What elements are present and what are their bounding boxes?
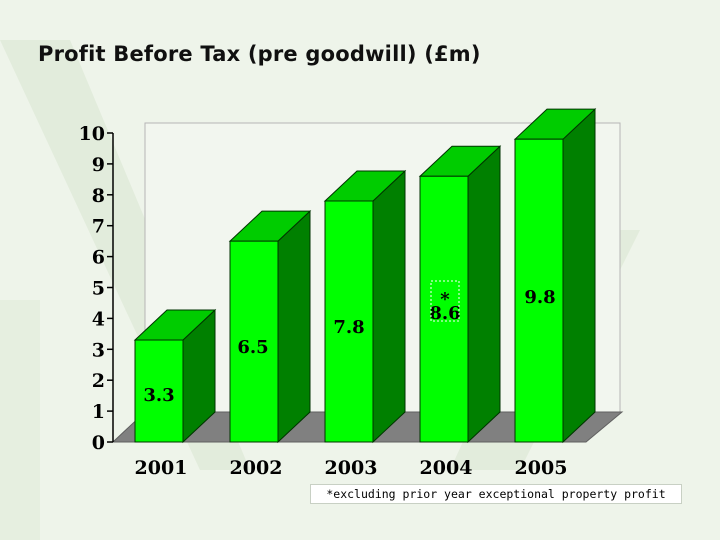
chart-labels: 2001 2002 2003 2004 2005 3.3 6.5 7.8 8.6 9.8 * <box>135 280 568 479</box>
bar-2004 <box>419 175 469 443</box>
y-tick-label: 6 <box>92 247 105 269</box>
bar-2005 <box>514 138 564 443</box>
y-tick-label: 9 <box>92 154 105 176</box>
x-tick-label: 2004 <box>420 457 473 479</box>
y-tick-label: 8 <box>92 185 105 207</box>
chart-bars <box>133 108 597 444</box>
y-tick-label: 0 <box>92 432 105 454</box>
y-tick-label: 10 <box>79 123 105 145</box>
bar-side-2004 <box>467 145 501 444</box>
annotation-box <box>430 280 460 322</box>
bar-side-2005 <box>562 108 596 444</box>
data-label: 9.8 <box>524 287 555 308</box>
data-label: 7.8 <box>333 317 364 338</box>
page-title: Profit Before Tax (pre goodwill) (£m) <box>38 42 481 66</box>
y-tick-label: 1 <box>92 401 105 423</box>
bar-2003 <box>324 200 374 443</box>
footnote: *excluding prior year exceptional proper… <box>310 484 682 504</box>
x-tick-label: 2001 <box>135 457 188 479</box>
bar-side-2002 <box>277 209 311 444</box>
bar-side-2003 <box>372 169 406 444</box>
y-tick-label: 7 <box>92 216 105 238</box>
y-tick-label: 3 <box>92 339 105 361</box>
x-tick-label: 2003 <box>325 457 378 479</box>
x-tick-label: 2002 <box>230 457 283 479</box>
data-label: 8.6 <box>429 303 460 324</box>
bar-2002 <box>229 240 279 443</box>
y-tick-label: 5 <box>92 278 105 300</box>
y-tick-label: 2 <box>92 370 105 392</box>
bar-2001 <box>134 339 184 443</box>
annotation-asterisk: * <box>440 289 450 310</box>
data-label: 3.3 <box>143 385 174 406</box>
data-label: 6.5 <box>237 337 268 358</box>
x-tick-label: 2005 <box>515 457 568 479</box>
y-tick-label: 4 <box>92 308 105 330</box>
